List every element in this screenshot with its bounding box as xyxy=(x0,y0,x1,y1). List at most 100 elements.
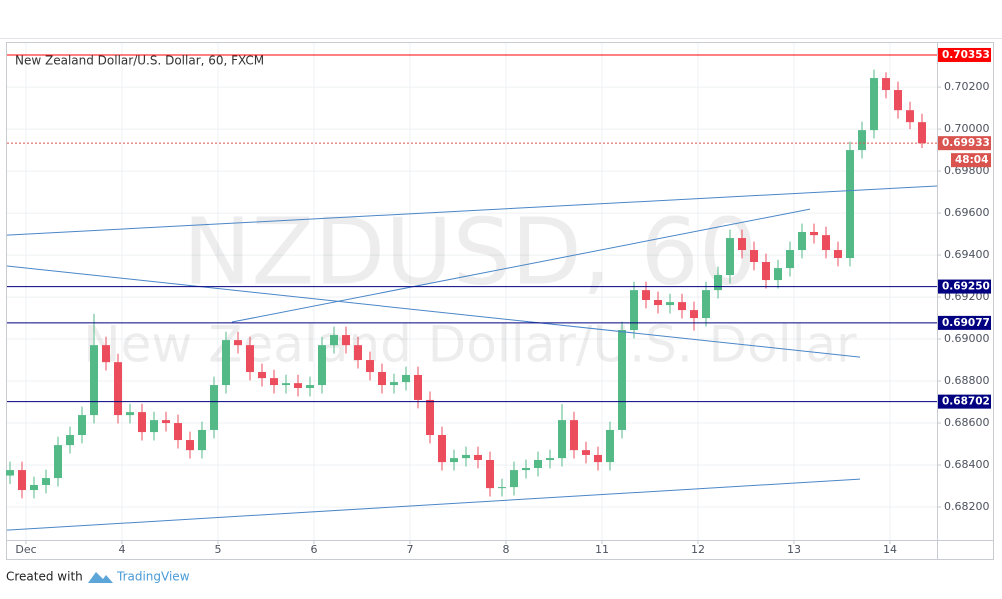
watermark-name: New Zealand Dollar/U.S. Dollar xyxy=(83,316,857,374)
price-label: 0.69077 xyxy=(942,317,990,329)
candle-body xyxy=(762,261,770,281)
price-label: 0.70353 xyxy=(942,49,990,61)
candle-body xyxy=(594,454,602,463)
candle-body xyxy=(690,310,698,319)
candle-body xyxy=(810,231,818,236)
candle-body xyxy=(786,250,794,269)
footer-brand[interactable]: TradingView xyxy=(116,570,190,584)
candle-body xyxy=(198,429,206,451)
candle-body xyxy=(42,478,50,485)
candle-body xyxy=(138,412,146,433)
candle-body xyxy=(738,238,746,251)
trend-line xyxy=(6,478,861,531)
trend-line xyxy=(6,265,861,358)
candle-body xyxy=(702,290,710,319)
candle-body xyxy=(282,383,290,386)
candle-body xyxy=(318,345,326,386)
candle-body xyxy=(150,420,158,433)
candle-body xyxy=(126,412,134,416)
candle-body xyxy=(426,399,434,436)
price-label-bg xyxy=(938,279,991,294)
candle-body xyxy=(330,335,338,346)
y-tick-label: 0.68600 xyxy=(944,416,990,429)
candle-body xyxy=(6,470,14,476)
y-tick-label: 0.68800 xyxy=(944,374,990,387)
x-tick-label: 6 xyxy=(311,543,318,556)
candle-body xyxy=(666,302,674,306)
candle-body xyxy=(774,268,782,281)
y-tick-label: 0.70000 xyxy=(944,122,990,135)
candle-body xyxy=(750,250,758,262)
candle-body xyxy=(366,360,374,373)
y-tick-label: 0.69000 xyxy=(944,332,990,345)
x-tick-label: 14 xyxy=(883,543,897,556)
candle-body xyxy=(570,420,578,451)
candle-body xyxy=(678,302,686,311)
candle-body xyxy=(294,383,302,388)
candle-body xyxy=(870,78,878,131)
price-label-bg xyxy=(938,47,991,62)
x-tick-label: Dec xyxy=(15,543,36,556)
countdown-bg xyxy=(951,153,991,168)
candle-body xyxy=(174,423,182,441)
candle-body xyxy=(558,420,566,459)
candle-body xyxy=(474,454,482,461)
candle-body xyxy=(438,435,446,463)
candle-body xyxy=(66,435,74,446)
candle-body xyxy=(342,335,350,346)
x-tick-label: 12 xyxy=(691,543,705,556)
trend-line xyxy=(231,208,811,323)
candle-body xyxy=(630,290,638,331)
marks xyxy=(6,54,938,531)
price-label-bg xyxy=(938,315,991,330)
price-label: 0.68702 xyxy=(942,396,990,408)
candle-body xyxy=(618,330,626,430)
y-tick-label: 0.69800 xyxy=(944,164,990,177)
candle-body xyxy=(258,372,266,379)
x-tick-label: 5 xyxy=(215,543,222,556)
price-label: 0.69933 xyxy=(942,137,990,149)
x-tick-label: 13 xyxy=(787,543,801,556)
axis: 0.68200 0.68400 0.68600 0.68800 0.69000 0.692… xyxy=(15,47,991,556)
candle-body xyxy=(882,78,890,91)
x-tick-label: 11 xyxy=(595,543,609,556)
candle-body xyxy=(102,345,110,363)
candle-body xyxy=(354,345,362,361)
candle-body xyxy=(834,250,842,259)
x-tick-label: 4 xyxy=(119,543,126,556)
candle-body xyxy=(462,454,470,459)
candle-body xyxy=(846,150,854,259)
y-tick-label: 0.68200 xyxy=(944,500,990,513)
candle-body xyxy=(390,382,398,386)
candle-body xyxy=(402,374,410,383)
candle-body xyxy=(918,122,926,144)
price-label-bg xyxy=(938,136,991,151)
candle-body xyxy=(222,340,230,386)
candle-body xyxy=(642,290,650,301)
candle-body xyxy=(18,470,26,491)
y-tick-label: 0.69400 xyxy=(944,248,990,261)
candle-body xyxy=(726,238,734,276)
grid xyxy=(7,43,937,540)
candle-body xyxy=(246,345,254,373)
chart-title: New Zealand Dollar/U.S. Dollar, 60, FXCM xyxy=(15,54,264,68)
candle-body xyxy=(378,372,386,386)
candle-body xyxy=(714,275,722,291)
candle-body xyxy=(54,445,62,479)
candle-body xyxy=(186,440,194,451)
x-tick-label: 7 xyxy=(407,543,414,556)
y-tick-label: 0.68400 xyxy=(944,458,990,471)
candle-body xyxy=(162,420,170,424)
candle-body xyxy=(858,130,866,151)
candle-body xyxy=(306,385,314,388)
candle-body xyxy=(450,458,458,463)
candle-body xyxy=(654,300,662,306)
candle-body xyxy=(510,470,518,488)
footer-prefix: Created with xyxy=(6,570,83,584)
candle-body xyxy=(522,467,530,471)
candle-body xyxy=(270,378,278,386)
trend-line xyxy=(6,185,938,236)
candle-body xyxy=(30,484,38,491)
